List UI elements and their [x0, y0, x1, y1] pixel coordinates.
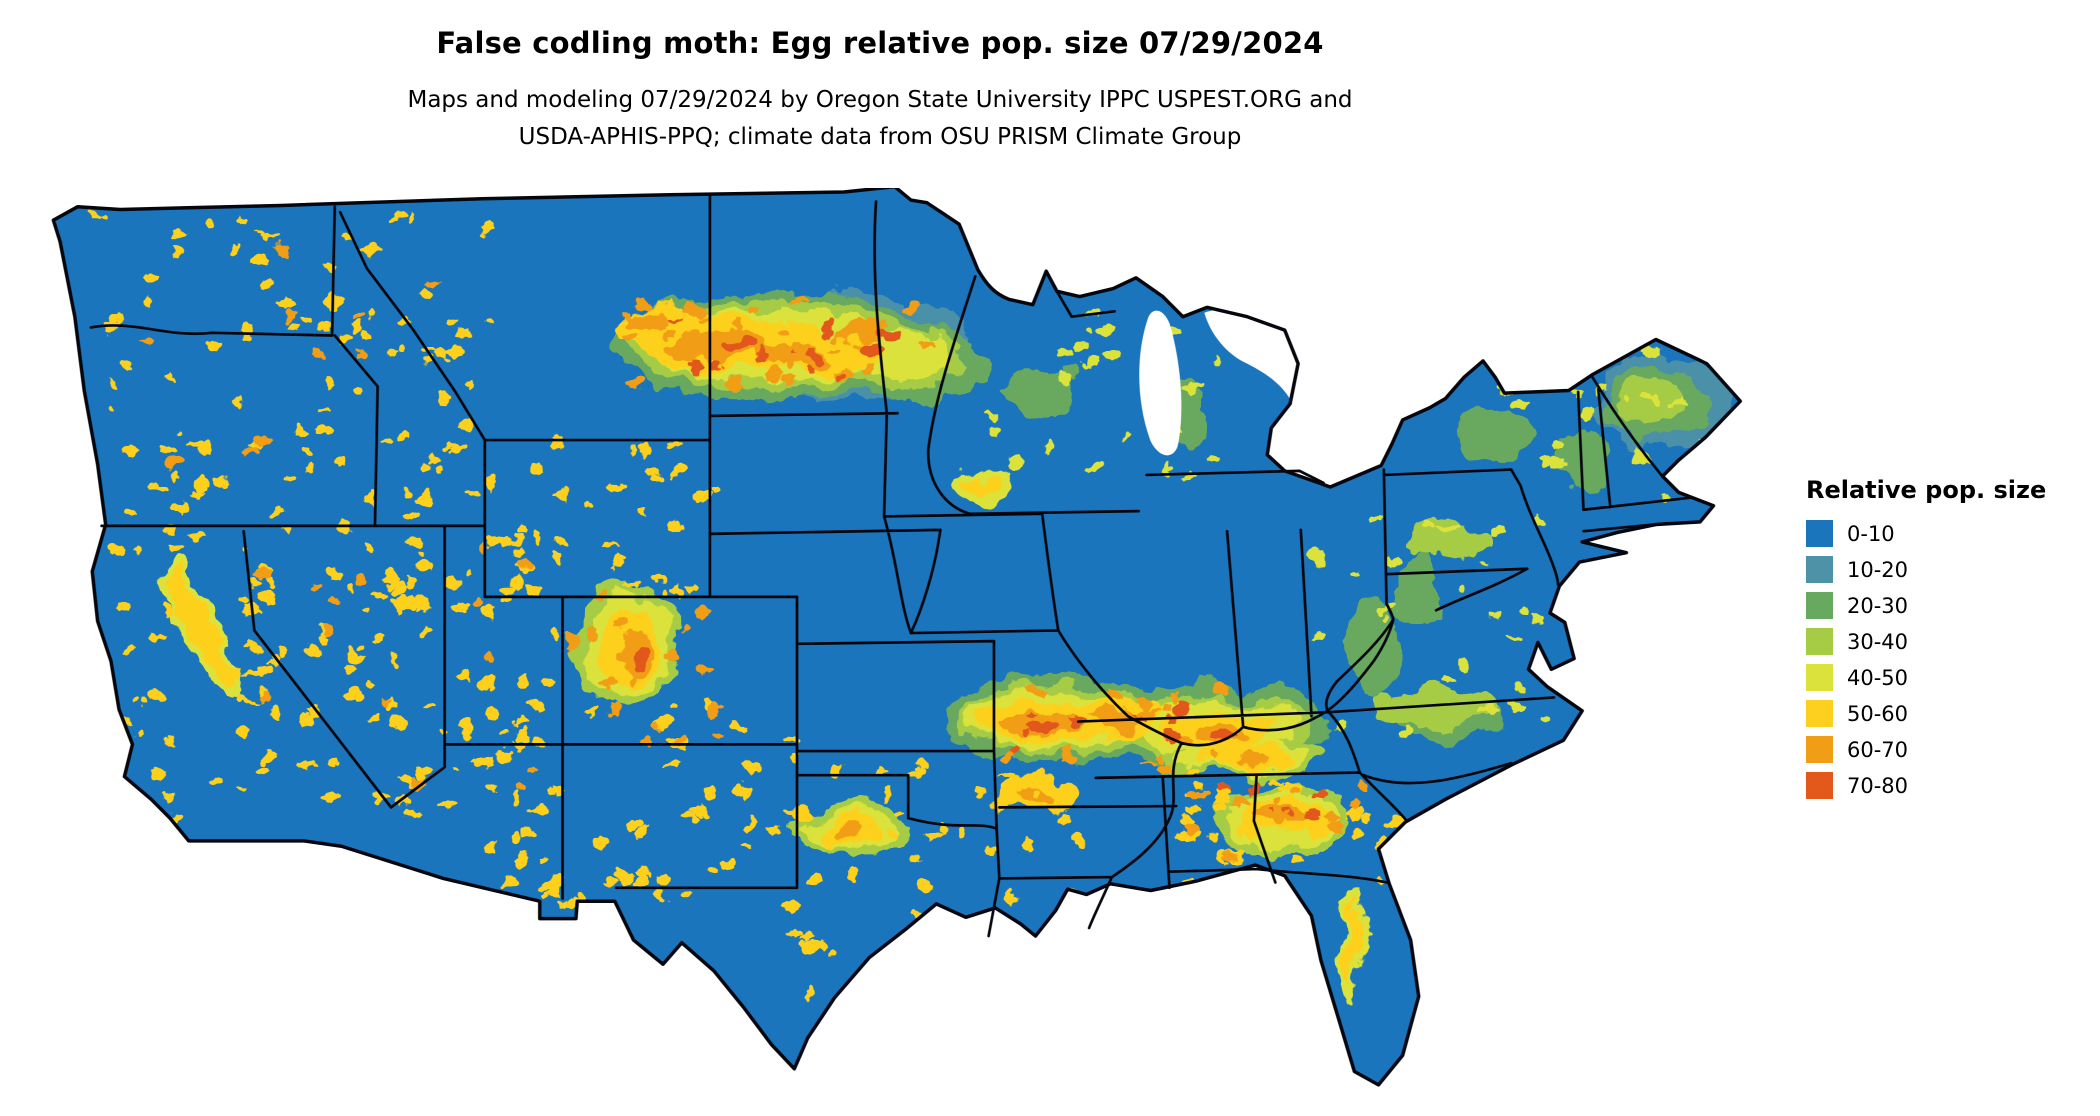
legend-label: 40-50 — [1847, 665, 1909, 690]
legend-swatch — [1806, 700, 1833, 727]
us-map-svg — [51, 188, 1743, 1087]
legend-item: 10-20 — [1806, 556, 2086, 583]
legend-label: 10-20 — [1847, 557, 1909, 582]
legend-label: 0-10 — [1847, 521, 1895, 546]
legend-swatch — [1806, 736, 1833, 763]
us-land — [53, 188, 1741, 1085]
legend-label: 50-60 — [1847, 701, 1909, 726]
legend-item: 70-80 — [1806, 772, 2086, 799]
map-title: False codling moth: Egg relative pop. si… — [436, 26, 1324, 60]
lake-huron — [1204, 308, 1299, 402]
us-map — [40, 188, 1755, 1113]
map-subtitle: Maps and modeling 07/29/2024 by Oregon S… — [0, 82, 1760, 156]
legend-item: 60-70 — [1806, 736, 2086, 763]
legend-swatch — [1806, 628, 1833, 655]
legend-item: 30-40 — [1806, 628, 2086, 655]
legend-swatch — [1806, 556, 1833, 583]
subtitle-line-2: USDA-APHIS-PPQ; climate data from OSU PR… — [518, 124, 1242, 150]
legend-label: 20-30 — [1847, 593, 1909, 618]
legend-label: 60-70 — [1847, 737, 1909, 762]
us-outline — [51, 188, 1743, 1087]
legend-swatch — [1806, 520, 1833, 547]
legend-item: 40-50 — [1806, 664, 2086, 691]
legend-items: 0-10 10-20 20-30 30-40 40-50 50-60 60-70 70-80 — [1806, 520, 2086, 799]
legend-title: Relative pop. size — [1806, 476, 2047, 504]
lake-michigan — [1139, 310, 1182, 456]
legend-label: 70-80 — [1847, 773, 1909, 798]
legend-swatch — [1806, 592, 1833, 619]
map-column: False codling moth: Egg relative pop. si… — [0, 26, 1760, 1113]
subtitle-line-1: Maps and modeling 07/29/2024 by Oregon S… — [407, 87, 1353, 113]
legend-item: 0-10 — [1806, 520, 2086, 547]
legend: Relative pop. size 0-10 10-20 20-30 30-40 40… — [1806, 476, 2086, 808]
legend-item: 50-60 — [1806, 700, 2086, 727]
legend-swatch — [1806, 772, 1833, 799]
legend-item: 20-30 — [1806, 592, 2086, 619]
legend-swatch — [1806, 664, 1833, 691]
legend-label: 30-40 — [1847, 629, 1909, 654]
